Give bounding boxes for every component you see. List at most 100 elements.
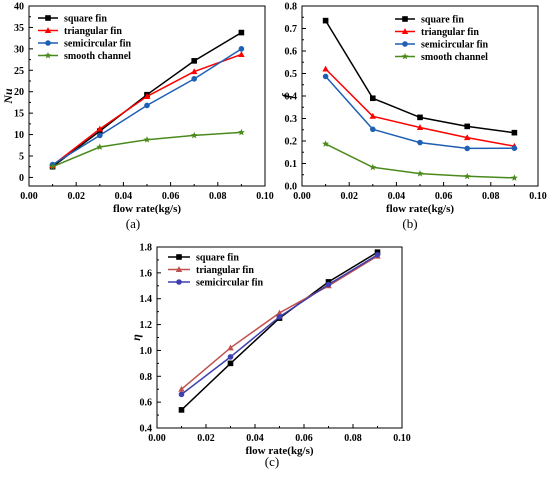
x-tick-label: 0.08 [482, 191, 500, 202]
y-tick-label: 20 [14, 87, 24, 98]
y-tick-label: 0.7 [285, 24, 298, 35]
x-tick-label: 0.00 [20, 191, 38, 202]
y-tick-label: 25 [14, 66, 24, 77]
x-axis-label: flow rate(kg/s) [113, 203, 181, 215]
data-point [511, 145, 518, 151]
y-tick-label: 0.4 [140, 424, 153, 435]
x-tick-label: 0.10 [256, 191, 274, 202]
data-point [178, 391, 185, 398]
data-point [417, 139, 423, 146]
y-tick-label: 1.8 [140, 243, 153, 254]
data-point [227, 344, 234, 351]
legend-label: triangular fin [64, 26, 122, 37]
x-tick-label: 0.06 [162, 191, 180, 202]
legend-label: smooth channel [421, 52, 488, 63]
legend-marker [402, 16, 408, 22]
data-point [144, 102, 150, 109]
panel-label: (b) [402, 216, 417, 231]
legend-marker [45, 15, 51, 21]
x-tick-label: 0.00 [148, 433, 166, 444]
legend-label: square fin [196, 253, 239, 264]
x-tick-label: 0.02 [340, 191, 358, 202]
x-tick-label: 0.04 [115, 191, 133, 202]
legend-marker [401, 28, 409, 35]
y-tick-label: 0.2 [285, 137, 298, 148]
y-tick-label: 0.0 [285, 182, 298, 193]
data-point [227, 354, 234, 360]
plot-frame [156, 246, 403, 429]
legend-label: square fin [421, 15, 464, 26]
y-axis-label: Nu [1, 88, 15, 105]
legend-label: semicircular fin [64, 39, 132, 50]
data-point [238, 51, 245, 57]
y-tick-label: 0.3 [285, 114, 298, 125]
legend-marker [44, 27, 52, 34]
y-axis-label: f [279, 93, 293, 98]
data-point [416, 124, 424, 131]
legend-marker [176, 279, 182, 285]
panel-label: (a) [126, 216, 140, 231]
data-point [178, 407, 185, 413]
y-tick-label: 0.6 [140, 398, 153, 409]
chart-panel-3: 0.00 0.02 0.04 0.06 0.08 0.10 0.4 0.6 0.8 1.0 1.2 1… [129, 243, 411, 470]
series-line [325, 75, 515, 150]
y-tick-label: 1.4 [140, 294, 153, 305]
y-tick-label: 1.2 [140, 320, 153, 331]
data-point [96, 143, 104, 150]
data-point [276, 314, 283, 320]
x-tick-label: 0.08 [344, 433, 362, 444]
y-tick-label: 5 [19, 152, 24, 163]
data-point [463, 172, 471, 180]
x-tick-label: 0.02 [197, 433, 215, 444]
legend-label: smooth channel [64, 51, 131, 62]
x-tick-label: 0.10 [393, 433, 411, 444]
data-point [374, 251, 381, 258]
data-point [464, 123, 470, 130]
data-point [369, 112, 377, 119]
y-tick-label: 35 [14, 23, 24, 34]
data-point [369, 163, 377, 171]
x-tick-label: 0.08 [209, 191, 227, 202]
data-point [322, 140, 330, 147]
data-point [322, 65, 329, 72]
data-point [322, 17, 329, 24]
chart-panel-1: 0.00 0.02 0.04 0.06 0.08 0.10 0 5 10 15 20 25 30 35 40… [1, 2, 274, 232]
data-point [511, 129, 518, 136]
x-tick-label: 0.02 [67, 191, 85, 202]
data-point [190, 68, 198, 75]
data-point [190, 131, 198, 139]
y-tick-label: 15 [14, 109, 24, 120]
y-tick-label: 0 [19, 173, 24, 184]
data-point [276, 309, 283, 316]
data-point [417, 114, 423, 121]
data-point [370, 95, 376, 102]
data-point [143, 93, 151, 99]
data-point [178, 385, 185, 392]
panel-label: (c) [265, 454, 279, 469]
data-point [463, 134, 471, 141]
data-point [143, 136, 151, 143]
data-point [325, 281, 332, 288]
legend-marker [45, 40, 51, 46]
y-tick-label: 1.0 [140, 346, 153, 357]
y-tick-label: 0.4 [285, 92, 298, 103]
data-point [191, 76, 197, 82]
series-line [52, 53, 242, 166]
x-tick-label: 0.04 [246, 433, 264, 444]
legend-marker [402, 41, 408, 47]
x-tick-label: 0.00 [293, 191, 311, 202]
legend-marker [44, 51, 52, 59]
x-tick-label: 0.04 [388, 191, 406, 202]
x-axis-label: flow rate(kg/s) [245, 445, 313, 457]
data-point [510, 174, 518, 181]
y-tick-label: 30 [14, 44, 24, 55]
y-tick-label: 40 [14, 2, 24, 13]
legend-label: semicircular fin [421, 40, 489, 51]
y-tick-label: 1.6 [140, 268, 153, 279]
y-axis-label: η [129, 334, 143, 341]
chart-panel-2: 0.00 0.02 0.04 0.06 0.08 0.10 0.0 0.1 0.2 0.3 0.4 0… [279, 2, 547, 232]
data-point [416, 169, 424, 177]
legend-marker [401, 52, 409, 60]
